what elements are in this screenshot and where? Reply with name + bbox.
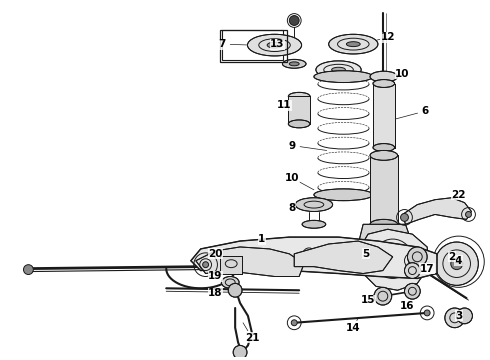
- Ellipse shape: [332, 67, 345, 72]
- Ellipse shape: [221, 276, 239, 288]
- Text: 22: 22: [451, 190, 466, 200]
- Ellipse shape: [302, 220, 326, 228]
- Text: 12: 12: [381, 32, 395, 42]
- Circle shape: [203, 262, 209, 267]
- Ellipse shape: [288, 93, 310, 100]
- Circle shape: [24, 265, 33, 275]
- Circle shape: [291, 320, 297, 326]
- Text: 14: 14: [346, 323, 361, 333]
- Text: 9: 9: [289, 140, 296, 150]
- Bar: [220, 256, 242, 274]
- Ellipse shape: [314, 71, 373, 82]
- Text: 4: 4: [455, 256, 463, 266]
- Bar: [373, 84, 394, 148]
- Circle shape: [445, 308, 465, 328]
- Circle shape: [405, 263, 420, 278]
- Text: 10: 10: [285, 173, 299, 183]
- Text: 8: 8: [289, 203, 296, 212]
- Bar: [370, 156, 397, 224]
- Circle shape: [290, 17, 298, 24]
- Text: 11: 11: [277, 100, 292, 110]
- Ellipse shape: [267, 42, 282, 48]
- Polygon shape: [356, 229, 429, 290]
- Polygon shape: [196, 247, 304, 276]
- Circle shape: [408, 247, 427, 267]
- Text: 20: 20: [208, 249, 223, 259]
- Ellipse shape: [373, 144, 394, 152]
- Circle shape: [424, 310, 430, 316]
- Polygon shape: [358, 224, 413, 244]
- Circle shape: [389, 255, 396, 263]
- Circle shape: [400, 213, 409, 221]
- Text: 10: 10: [395, 69, 410, 79]
- Circle shape: [228, 283, 242, 297]
- Circle shape: [457, 308, 472, 324]
- Bar: [220, 256, 242, 274]
- Bar: [220, 30, 287, 62]
- Ellipse shape: [370, 71, 397, 82]
- Text: 5: 5: [363, 249, 370, 259]
- Text: 7: 7: [219, 39, 226, 49]
- Text: 19: 19: [208, 271, 222, 282]
- Circle shape: [289, 15, 299, 26]
- Circle shape: [374, 287, 392, 305]
- Text: 13: 13: [270, 39, 285, 49]
- Text: 16: 16: [400, 301, 415, 311]
- Bar: [288, 96, 310, 124]
- Ellipse shape: [289, 62, 299, 66]
- Ellipse shape: [295, 198, 333, 212]
- Ellipse shape: [282, 59, 306, 68]
- Polygon shape: [191, 237, 437, 278]
- Polygon shape: [402, 198, 471, 224]
- Ellipse shape: [370, 219, 397, 229]
- Ellipse shape: [346, 42, 360, 46]
- Text: 6: 6: [421, 106, 429, 116]
- Bar: [288, 96, 310, 124]
- Circle shape: [405, 283, 420, 299]
- Circle shape: [233, 345, 247, 359]
- Text: 18: 18: [208, 288, 223, 298]
- Circle shape: [466, 212, 471, 217]
- Text: 17: 17: [420, 264, 435, 274]
- Text: 1: 1: [258, 234, 266, 244]
- Polygon shape: [294, 241, 392, 274]
- Ellipse shape: [288, 120, 310, 128]
- Ellipse shape: [314, 189, 373, 201]
- Bar: [370, 156, 397, 224]
- Text: 3: 3: [455, 311, 462, 321]
- Text: 21: 21: [245, 333, 259, 342]
- Ellipse shape: [373, 80, 394, 87]
- Bar: [373, 84, 394, 148]
- Circle shape: [435, 242, 478, 285]
- Ellipse shape: [316, 61, 361, 78]
- Circle shape: [451, 258, 463, 270]
- Bar: [222, 30, 283, 60]
- Text: 2: 2: [448, 252, 455, 262]
- Text: 15: 15: [361, 295, 375, 305]
- Ellipse shape: [329, 34, 378, 54]
- Ellipse shape: [370, 150, 397, 160]
- Ellipse shape: [247, 34, 302, 56]
